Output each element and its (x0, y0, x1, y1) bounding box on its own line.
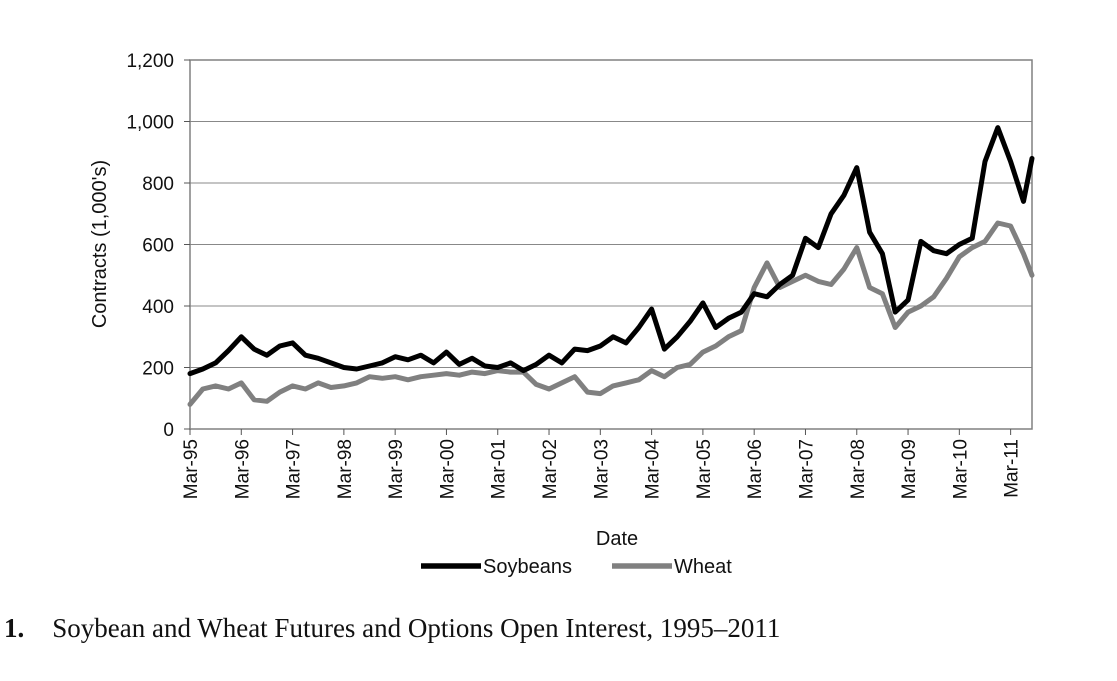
y-tick-label: 200 (142, 359, 174, 380)
x-tick-label: Mar-11 (1002, 439, 1023, 498)
legend-label-wheat: Wheat (674, 556, 732, 578)
y-tick-label: 1,000 (126, 113, 174, 134)
x-tick-label: Mar-08 (848, 439, 869, 499)
y-tick-label: 600 (142, 236, 174, 257)
legend: Soybeans Wheat (421, 556, 732, 578)
x-tick-label: Mar-02 (540, 439, 561, 499)
x-tick-label: Mar-10 (950, 439, 971, 499)
y-axis-ticks: 0 200 400 600 800 1,000 1,200 (126, 51, 190, 441)
x-tick-label: Mar-03 (591, 439, 612, 499)
x-axis-ticks: Mar-95 Mar-96 Mar-97 Mar-98 Mar-99 Mar-00 Mar-… (181, 429, 1023, 499)
y-axis-title: Contracts (1,000's) (89, 160, 111, 328)
y-tick-label: 1,200 (126, 51, 174, 72)
legend-label-soybeans: Soybeans (483, 556, 572, 578)
caption-text: Soybean and Wheat Futures and Options Op… (52, 613, 781, 643)
y-tick-label: 400 (142, 297, 174, 318)
series-line-wheat (187, 220, 1035, 407)
y-tick-label: 0 (163, 420, 174, 441)
y-tick-label: 800 (142, 174, 174, 195)
gridlines (190, 121, 1032, 368)
x-axis-title: Date (596, 528, 638, 550)
x-tick-label: Mar-96 (232, 439, 253, 499)
x-tick-label: Mar-00 (437, 439, 458, 499)
series-line-soybeans (187, 125, 1035, 377)
x-tick-label: Mar-04 (643, 439, 664, 500)
figure-caption: 1. Soybean and Wheat Futures and Options … (4, 613, 780, 644)
x-tick-label: Mar-09 (899, 439, 920, 499)
x-tick-label: Mar-95 (181, 439, 202, 499)
caption-number: 1. (4, 613, 25, 643)
series-layer (187, 125, 1035, 407)
x-tick-label: Mar-97 (284, 439, 305, 499)
x-tick-label: Mar-05 (694, 439, 715, 499)
x-tick-label: Mar-99 (386, 439, 407, 499)
x-tick-label: Mar-98 (335, 439, 356, 499)
x-tick-label: Mar-06 (745, 439, 766, 499)
x-tick-label: Mar-01 (489, 439, 510, 499)
x-tick-label: Mar-07 (796, 439, 817, 499)
